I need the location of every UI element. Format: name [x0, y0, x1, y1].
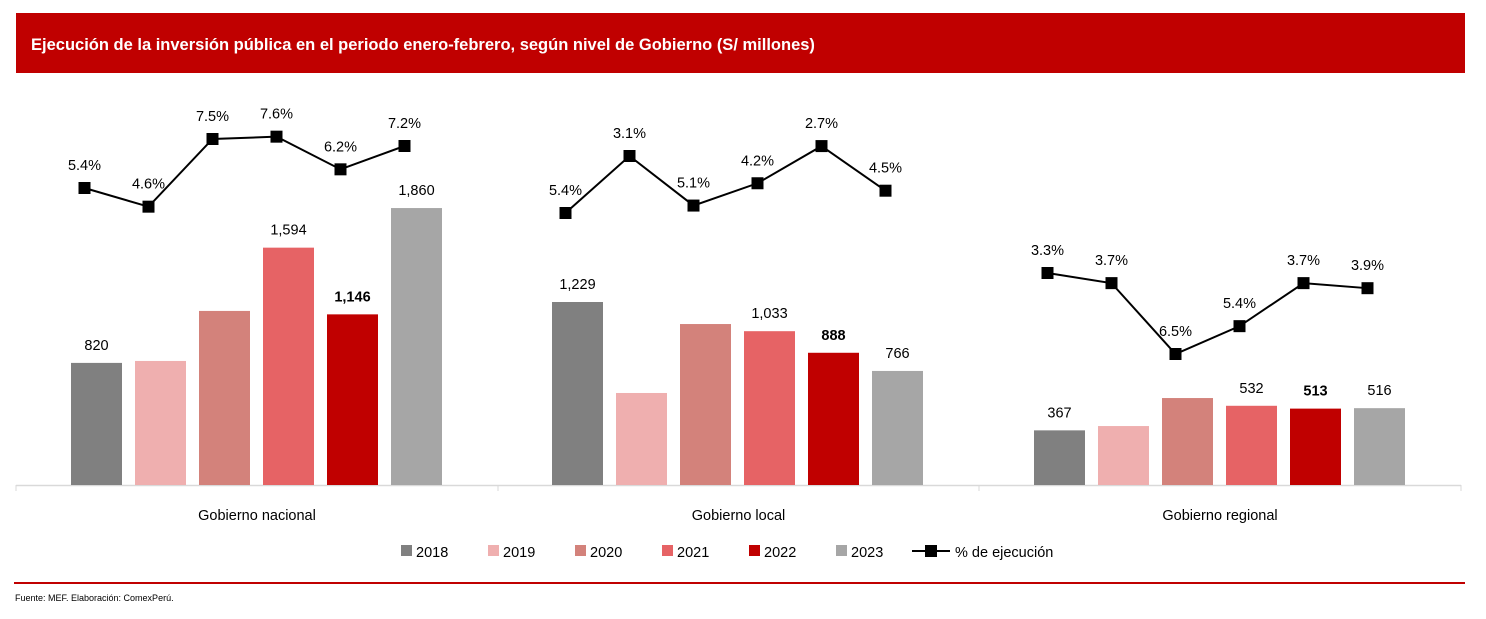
line-marker [78, 182, 91, 194]
legend-label: 2022 [764, 545, 796, 561]
line-marker [142, 200, 155, 213]
legend-swatch-2021 [662, 545, 673, 556]
bar-data-label: 532 [1239, 381, 1263, 397]
bar-2021-1 [744, 331, 795, 485]
bar-data-label: 1,146 [334, 289, 370, 305]
footer-divider [14, 582, 1465, 584]
bar-data-label: 1,229 [559, 277, 595, 293]
bar-2019-1 [616, 392, 667, 485]
legend-swatch-2023 [836, 545, 847, 556]
bar-data-label: 1,033 [751, 306, 787, 322]
bar-2022-2 [1290, 408, 1341, 485]
bar-data-label: 766 [885, 346, 909, 362]
category-label: Gobierno nacional [198, 508, 316, 524]
line-data-label: 6.5% [1159, 324, 1192, 340]
bar-2021-0 [263, 247, 314, 485]
bar-data-label: 1,860 [398, 183, 434, 199]
bar-data-label: 1,594 [270, 223, 306, 239]
line-marker [334, 163, 347, 176]
line-marker [879, 184, 892, 197]
line-marker [1361, 282, 1374, 295]
bar-2023-1 [872, 370, 923, 485]
line-data-label: 2.7% [805, 116, 838, 132]
bar-2022-0 [327, 314, 378, 485]
bar-data-label: 513 [1303, 384, 1327, 400]
line-marker [206, 133, 219, 145]
line-data-label: 3.9% [1351, 258, 1384, 274]
legend-label: % de ejecución [955, 545, 1053, 561]
line-marker [1105, 277, 1118, 290]
bar-2020-0 [199, 310, 250, 485]
line-data-label: 3.3% [1031, 243, 1064, 259]
line-data-label: 5.4% [68, 158, 101, 174]
legend-swatch-2020 [575, 545, 586, 556]
bar-data-label: 820 [84, 338, 108, 354]
line-data-label: 5.1% [677, 176, 710, 192]
line-data-label: 3.1% [613, 126, 646, 142]
line-data-label: 3.7% [1287, 253, 1320, 269]
legend-swatch-2019 [488, 545, 499, 556]
bar-2022-1 [808, 352, 859, 485]
line-marker [623, 150, 636, 162]
line-marker [559, 207, 572, 219]
line-marker [270, 130, 283, 143]
line-data-label: 4.5% [869, 161, 902, 177]
category-label: Gobierno local [692, 508, 786, 524]
bar-2021-2 [1226, 405, 1277, 485]
legend-label: 2019 [503, 545, 535, 561]
legend-line-marker [925, 545, 937, 557]
bar-data-label: 367 [1047, 405, 1071, 421]
line-data-label: 3.7% [1095, 253, 1128, 269]
line-marker [1169, 348, 1182, 360]
line-marker [815, 140, 828, 153]
bar-data-label: 888 [821, 328, 845, 344]
line-data-label: 7.2% [388, 116, 421, 132]
execution-line-0 [84, 135, 405, 208]
line-marker [687, 199, 700, 212]
line-data-label: 4.2% [741, 153, 774, 169]
execution-line-1 [564, 144, 887, 214]
line-data-label: 5.4% [1223, 296, 1256, 312]
line-data-label: 6.2% [324, 139, 357, 155]
bar-2018-2 [1034, 430, 1085, 485]
legend-label: 2023 [851, 545, 883, 561]
bar-2020-2 [1162, 398, 1213, 485]
legend-label: 2020 [590, 545, 622, 561]
execution-line-2 [1047, 272, 1368, 356]
legend-swatch-2022 [749, 545, 760, 556]
line-marker [398, 140, 411, 152]
chart-header: Ejecución de la inversión pública en el … [16, 13, 1465, 73]
bar-2018-1 [552, 302, 603, 485]
legend-label: 2018 [416, 545, 448, 561]
bar-2023-0 [391, 208, 442, 485]
line-data-label: 5.4% [549, 183, 582, 199]
category-label: Gobierno regional [1162, 508, 1277, 524]
bar-2023-2 [1354, 408, 1405, 485]
legend-swatch-2018 [401, 545, 412, 556]
legend-label: 2021 [677, 545, 709, 561]
bar-2019-0 [135, 360, 186, 485]
line-data-label: 4.6% [132, 177, 165, 193]
chart-title: Ejecución de la inversión pública en el … [31, 36, 815, 54]
bar-2020-1 [680, 324, 731, 485]
bar-2018-0 [71, 362, 122, 485]
bar-data-label: 516 [1367, 383, 1391, 399]
bar-2019-2 [1098, 426, 1149, 485]
line-marker [1297, 277, 1310, 290]
line-data-label: 7.6% [260, 107, 293, 123]
source-note: Fuente: MEF. Elaboración: ComexPerú. [15, 593, 174, 603]
line-marker [1233, 320, 1246, 333]
line-marker [751, 177, 764, 190]
line-marker [1041, 267, 1054, 279]
line-data-label: 7.5% [196, 109, 229, 125]
